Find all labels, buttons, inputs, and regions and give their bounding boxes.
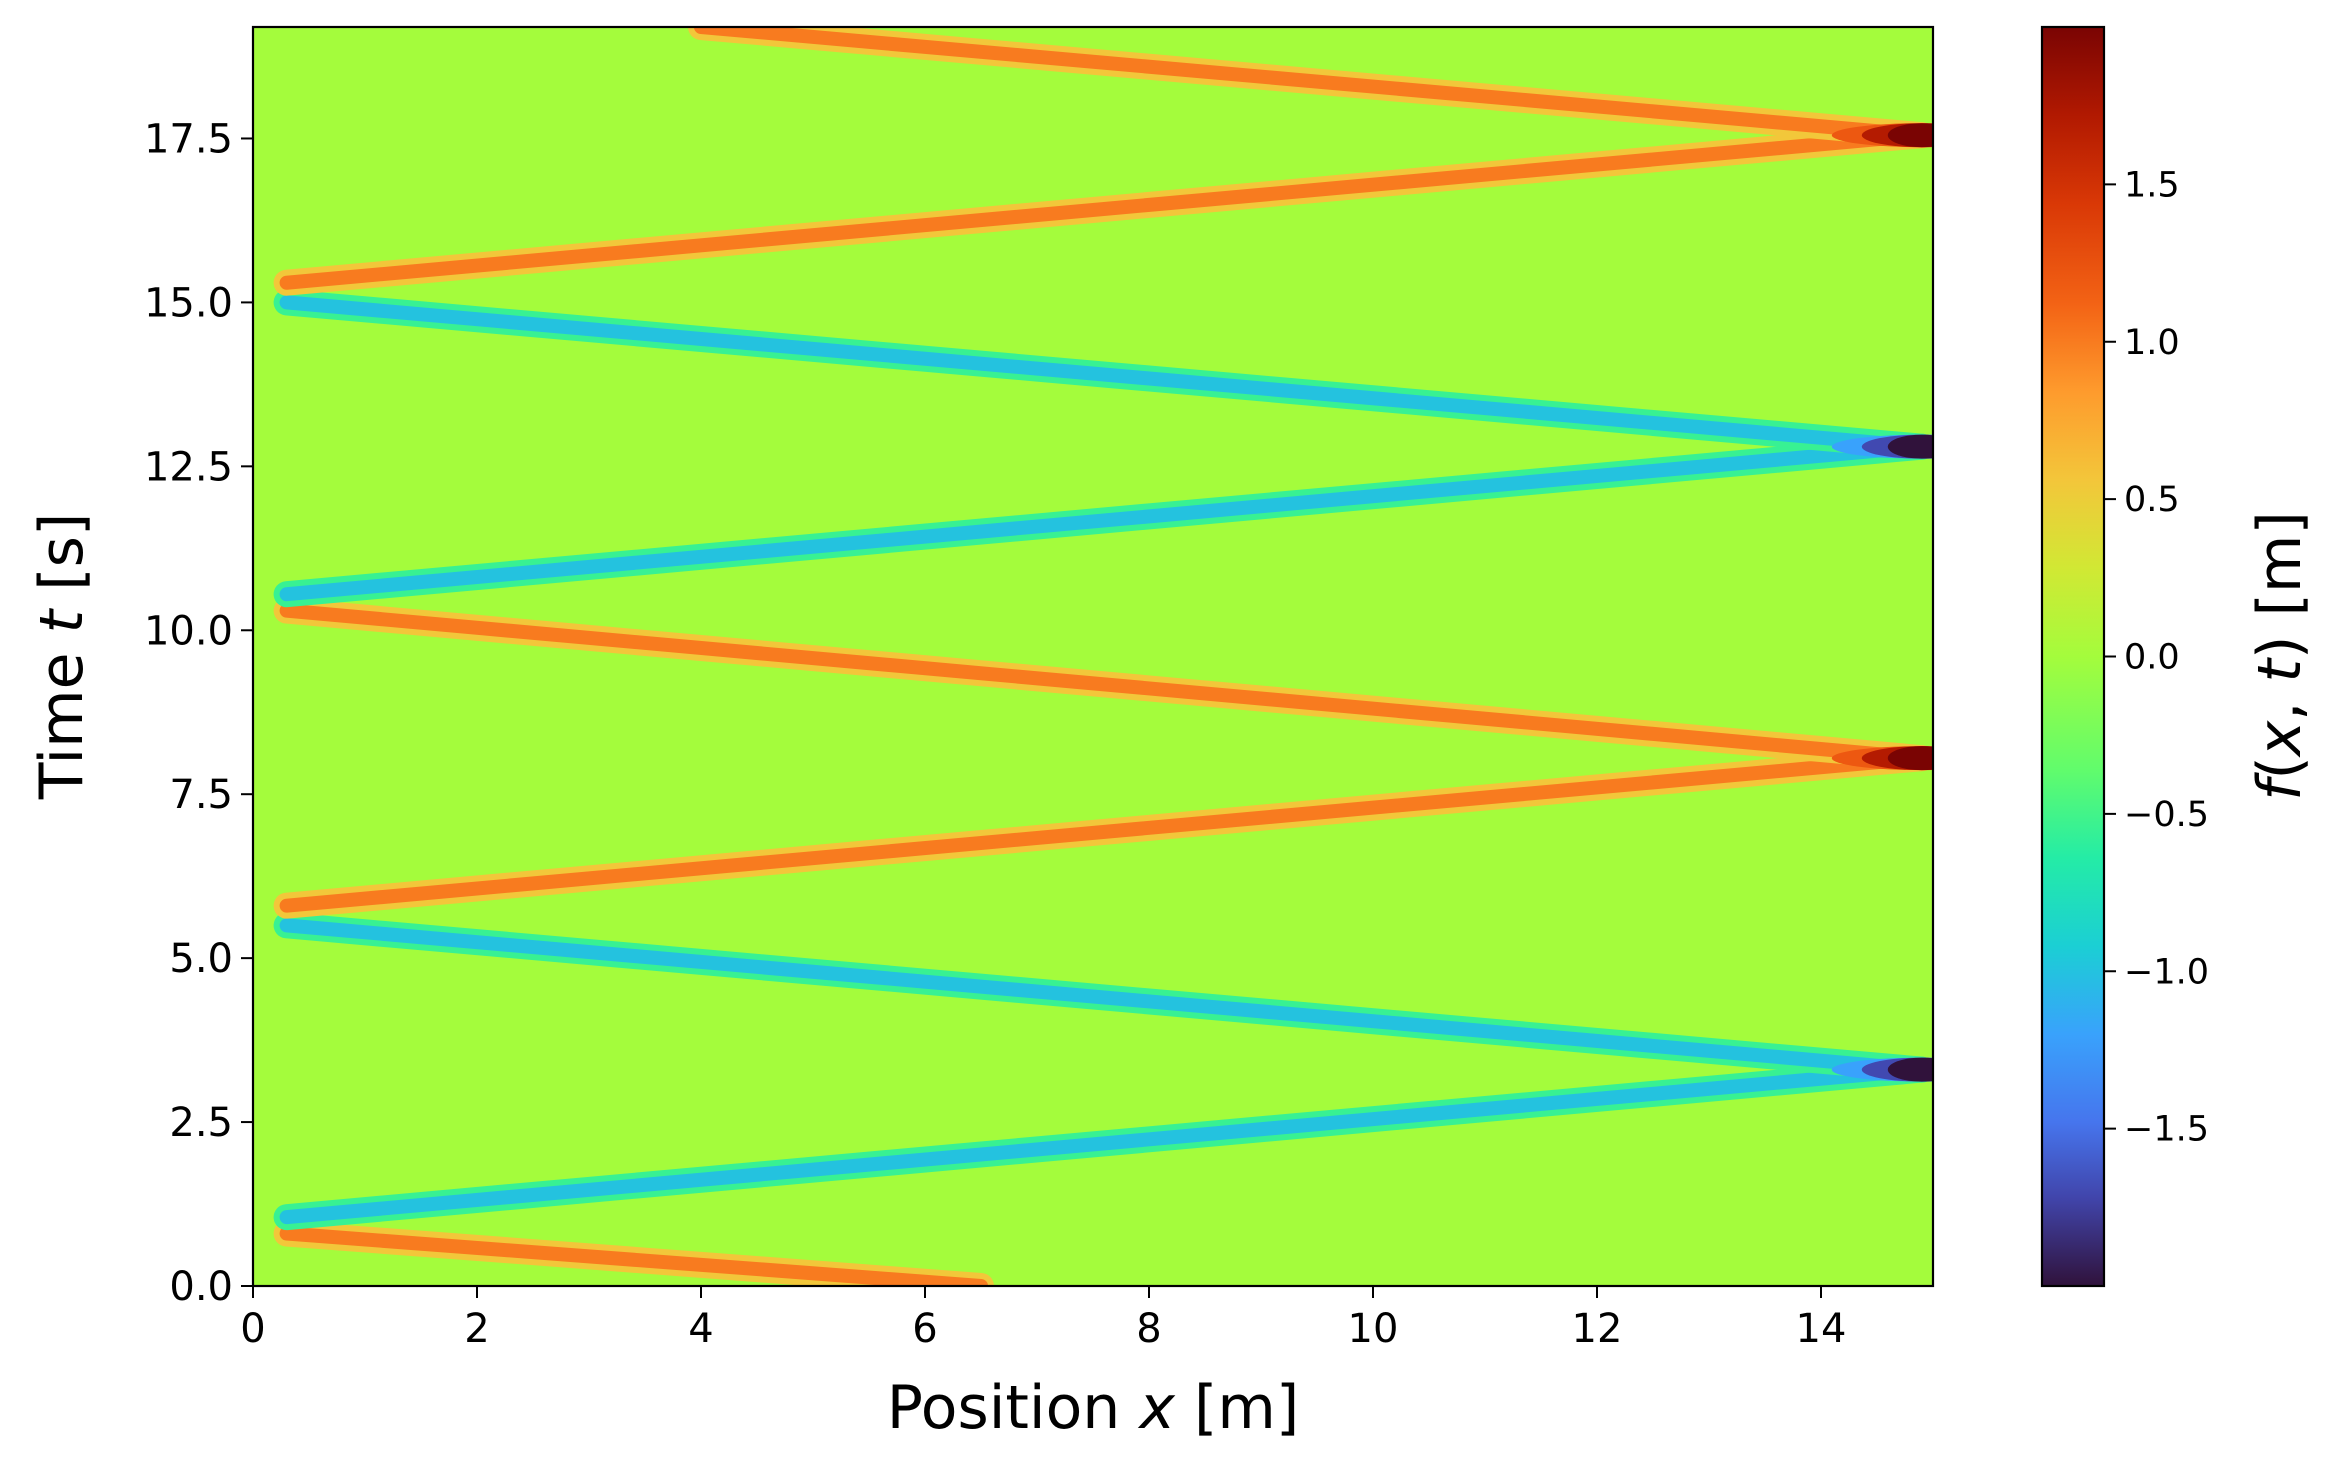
x-tick-label: 2 xyxy=(464,1306,489,1352)
plot-frame xyxy=(251,25,1935,1288)
pulse-core xyxy=(279,1226,988,1286)
plot-area xyxy=(251,25,1935,1288)
colorbar-tick-label: −0.5 xyxy=(2124,795,2209,835)
y-tick-label: 5.0 xyxy=(169,936,233,982)
pulse-core xyxy=(279,603,1929,766)
y-axis-label: Time t [s] xyxy=(27,513,97,801)
x-tick-label: 14 xyxy=(1796,1306,1847,1352)
pulse-core xyxy=(279,751,1929,913)
x-tick-label: 12 xyxy=(1572,1306,1623,1352)
x-tick-label: 4 xyxy=(688,1306,713,1352)
y-axis: 0.0 2.5 5.0 7.5 10.0 12.5 15.0 17.5 xyxy=(144,116,253,1310)
colorbar-tick-label: 1.0 xyxy=(2124,323,2180,363)
colorbar-tick-label: −1.5 xyxy=(2124,1110,2209,1150)
reflection-peak xyxy=(1887,746,1933,771)
y-tick-label: 0.0 xyxy=(169,1264,233,1310)
x-tick-label: 6 xyxy=(912,1306,937,1352)
pulse-core xyxy=(279,128,1929,290)
x-tick-label: 10 xyxy=(1348,1306,1399,1352)
y-tick-label: 7.5 xyxy=(169,772,233,818)
colorbar-label: f(x, t) [m] xyxy=(2245,511,2315,801)
x-tick-label: 0 xyxy=(240,1306,265,1352)
colorbar-tick-label: 0.5 xyxy=(2124,480,2180,520)
pulse-core xyxy=(279,295,1929,454)
reflection-peak xyxy=(1887,434,1933,459)
colorbar-gradient xyxy=(2042,27,2104,1286)
colorbar-ticks: −1.5 −1.0 −0.5 0.0 0.5 1.0 1.5 xyxy=(2104,165,2209,1150)
pulse-core xyxy=(279,1062,1929,1225)
pulse-layer xyxy=(273,27,1933,1286)
reflection-peak xyxy=(1887,1057,1933,1082)
y-tick-label: 12.5 xyxy=(144,444,233,490)
pulse-core xyxy=(279,918,1929,1077)
colorbar: −1.5 −1.0 −0.5 0.0 0.5 1.0 1.5 xyxy=(2040,25,2209,1288)
colorbar-tick-label: 1.5 xyxy=(2124,165,2180,205)
plot-background xyxy=(253,27,1933,1286)
colorbar-tick-label: −1.0 xyxy=(2124,952,2209,992)
colorbar-tick-label: 0.0 xyxy=(2124,638,2180,678)
reflection-peak xyxy=(1887,123,1933,148)
y-tick-label: 15.0 xyxy=(144,280,233,326)
y-tick-label: 2.5 xyxy=(169,1100,233,1146)
x-axis: 0 2 4 6 8 10 12 14 xyxy=(240,1286,1846,1352)
y-tick-label: 17.5 xyxy=(144,116,233,162)
pulse-core xyxy=(694,27,1929,143)
pulse-core xyxy=(279,439,1929,602)
x-axis-label: Position x [m] xyxy=(887,1373,1300,1443)
x-tick-label: 8 xyxy=(1136,1306,1161,1352)
y-tick-label: 10.0 xyxy=(144,608,233,654)
